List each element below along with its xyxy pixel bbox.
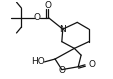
Text: O: O [58, 66, 65, 75]
Text: HO: HO [31, 57, 44, 66]
Text: O: O [33, 13, 40, 22]
Text: N: N [59, 25, 66, 34]
Text: O: O [44, 2, 51, 11]
Text: O: O [87, 60, 94, 69]
